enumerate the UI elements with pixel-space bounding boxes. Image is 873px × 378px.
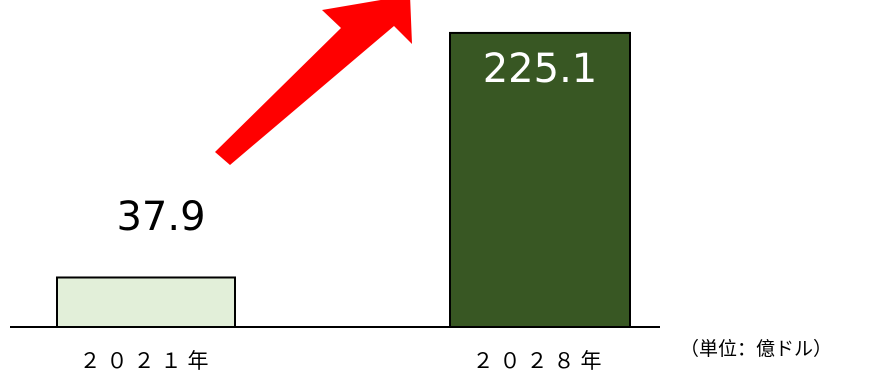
bars-group bbox=[56, 31, 631, 329]
value-label-2028: 225.1 bbox=[483, 46, 598, 92]
value-label-2021: 37.9 bbox=[116, 194, 205, 240]
growth-arrow-icon bbox=[215, 0, 412, 165]
bar-2021 bbox=[56, 276, 236, 329]
category-label-2028: ２０２８年 bbox=[473, 349, 608, 373]
labels-group: 37.9 ２０２１年 225.1 ２０２８年 bbox=[80, 46, 608, 373]
bar-2028 bbox=[449, 31, 631, 328]
category-label-2021: ２０２１年 bbox=[80, 349, 215, 373]
unit-label: （単位：億ドル） bbox=[680, 338, 833, 360]
